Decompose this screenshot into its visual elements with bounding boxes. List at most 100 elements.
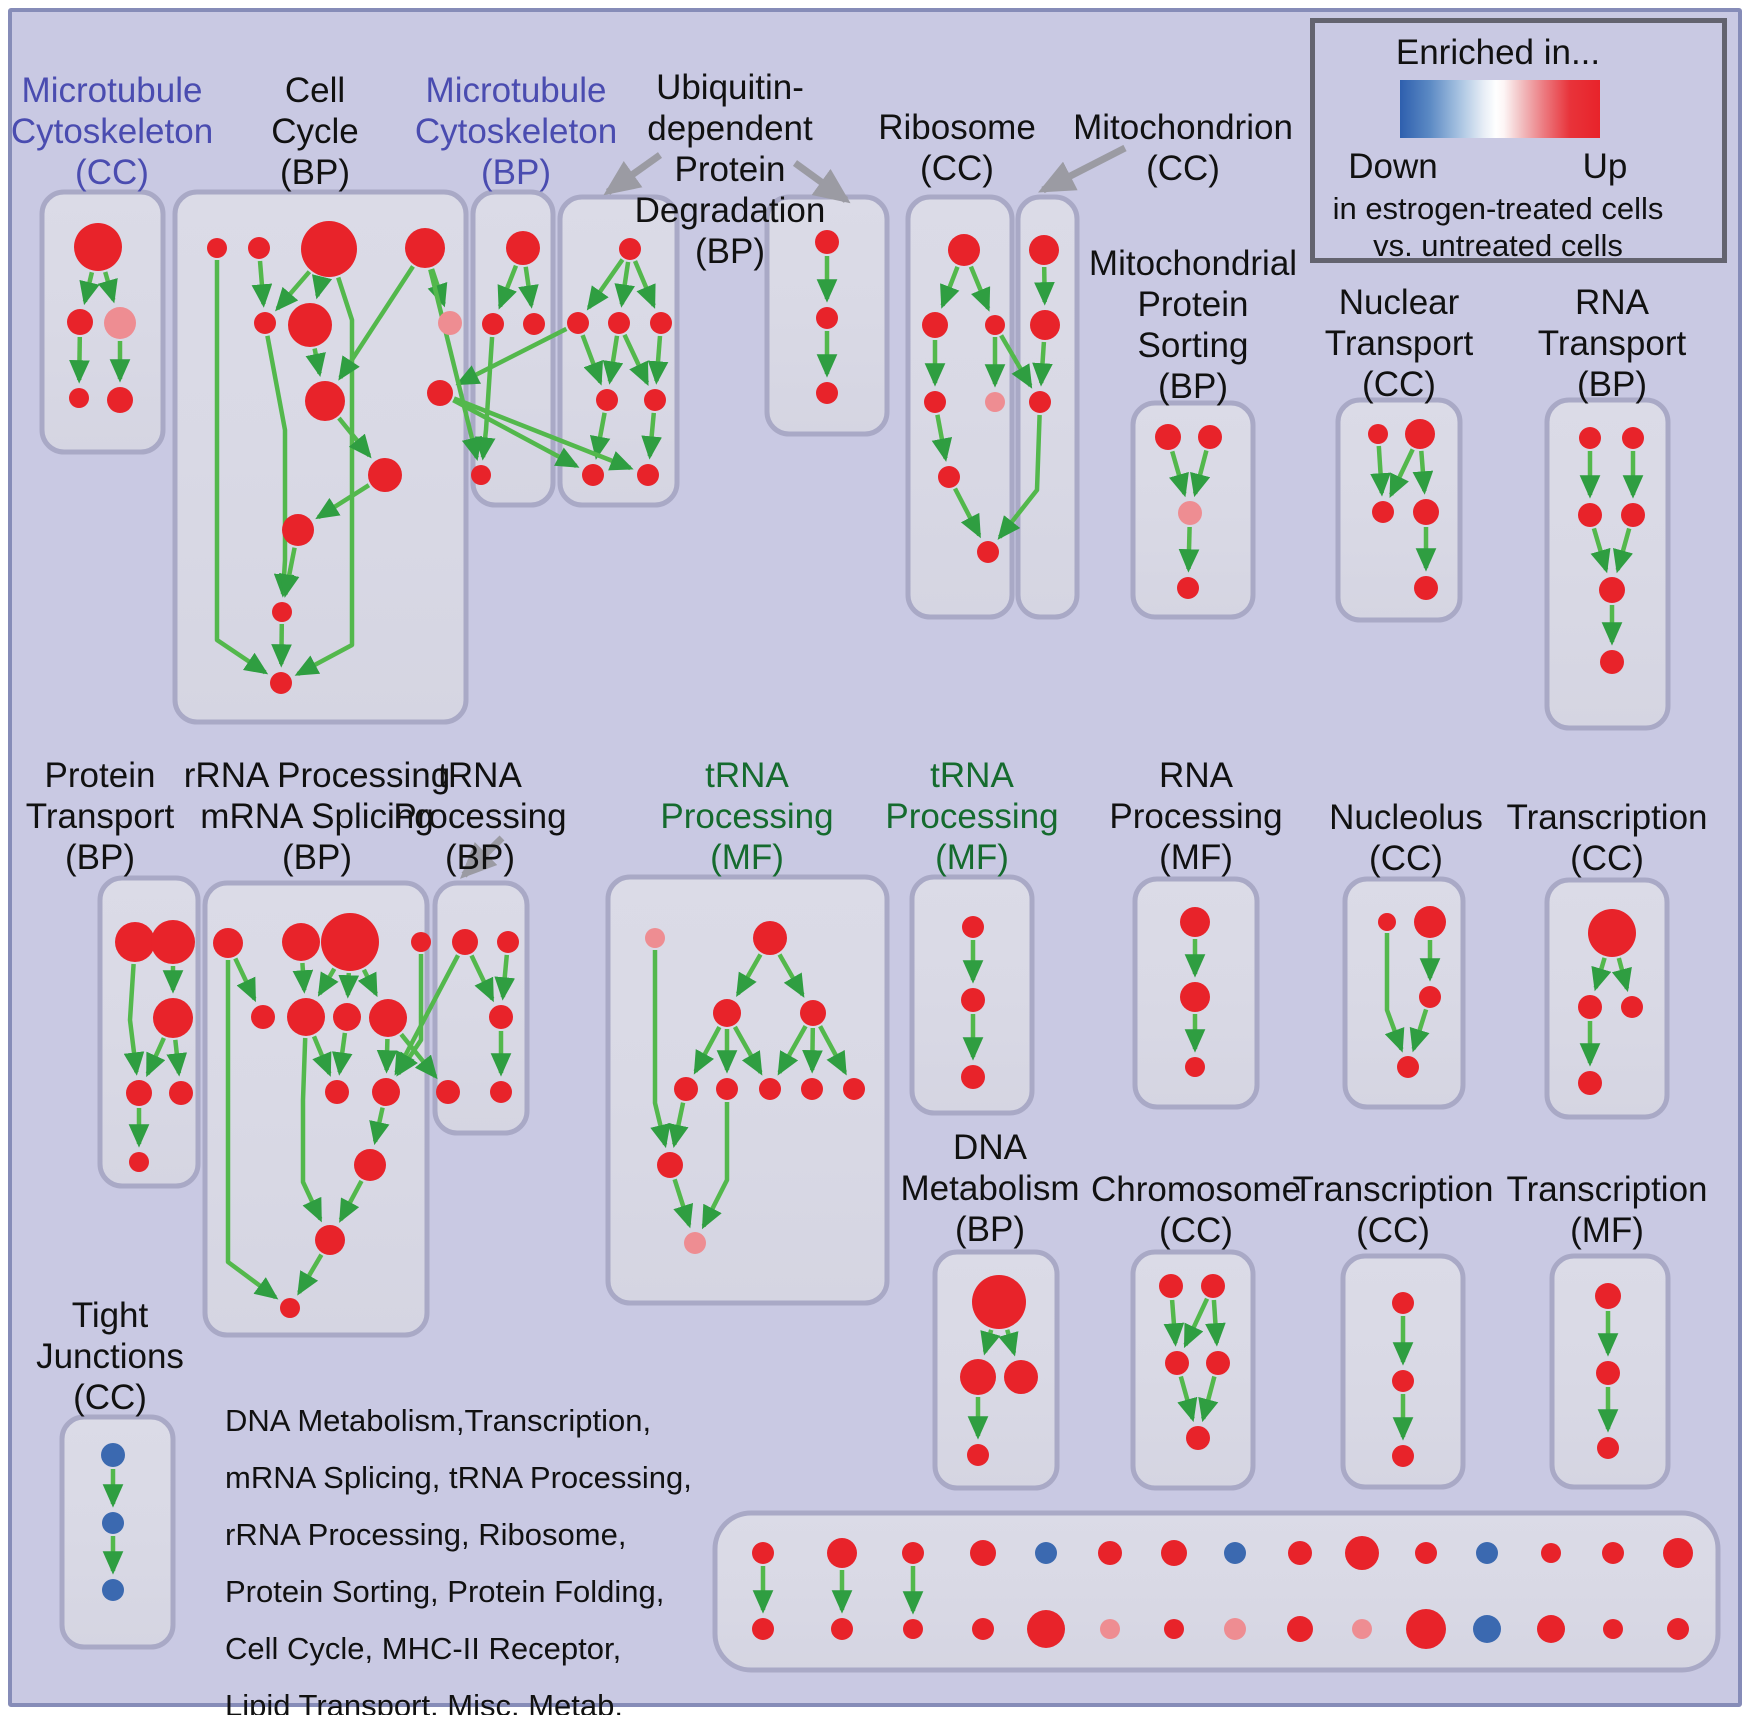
edge-arrow (998, 1329, 1019, 1357)
cluster-label-line: Cell (284, 71, 346, 110)
cluster-box-misc-clusters (712, 1510, 1721, 1673)
edge-arrow (1412, 450, 1434, 495)
go-term-node (1164, 1619, 1184, 1639)
go-term-node (1352, 1619, 1372, 1639)
go-term-node (254, 312, 276, 334)
merged-clusters-footnote: DNA Metabolism,Transcription, mRNA Splici… (225, 1392, 692, 1715)
go-term-node (977, 541, 999, 563)
go-term-node (427, 380, 453, 406)
go-term-node (305, 381, 345, 421)
cluster-label-transcription-cc-bottom: Transcription (CC) (1293, 1169, 1494, 1251)
cluster-label-microtubule-cytoskeleton-cc: Microtubule Cytoskeleton (CC) (11, 70, 213, 193)
edge-arrow (777, 953, 805, 998)
legend-title: Enriched in... (1395, 33, 1601, 72)
go-term-node (948, 234, 980, 266)
go-term-node (1029, 391, 1051, 413)
cluster-label-line: (CC) (1159, 1211, 1233, 1250)
cluster-label-line: RNA (1159, 756, 1233, 795)
go-term-node (1415, 1542, 1437, 1564)
cluster-label-line: Processing (1109, 797, 1283, 836)
cluster-label-line: Protein (44, 756, 156, 795)
edge-arrow (647, 335, 669, 385)
cluster-label-line: Processing (393, 797, 567, 836)
go-term-node (644, 389, 666, 411)
go-term-node (1621, 503, 1645, 527)
cluster-label-line: Metabolism (900, 1169, 1080, 1208)
cluster-label-cell-cycle-bp: Cell Cycle (BP) (271, 70, 359, 193)
go-term-node (1224, 1618, 1246, 1640)
edge-arrow (331, 1032, 353, 1076)
cluster-label-mitochondrion-cc: Mitochondrion (CC) (1073, 107, 1293, 189)
go-term-node (1392, 1370, 1414, 1392)
edge-arrow (997, 414, 1042, 540)
edge-arrow (469, 954, 495, 1003)
go-term-node (251, 1005, 275, 1029)
cluster-box-rna-transport-bp (1544, 397, 1671, 731)
cluster-label-line: tRNA (438, 756, 522, 795)
edge-arrow (1177, 1375, 1198, 1423)
edge-arrow (376, 1038, 398, 1074)
cluster-label-line: RNA (1575, 283, 1649, 322)
go-term-node (1406, 1609, 1446, 1649)
go-term-node (115, 922, 155, 962)
cluster-label-line: dependent (647, 109, 813, 148)
legend-subtitle-line2: vs. untreated cells (1373, 228, 1623, 263)
go-term-node (523, 313, 545, 335)
go-term-node (1588, 909, 1636, 957)
go-term-node (1378, 913, 1396, 931)
go-term-node (101, 1443, 125, 1467)
edge-arrow (1590, 527, 1611, 574)
edge-arrow (580, 334, 604, 386)
go-term-node (436, 1080, 460, 1104)
go-term-node (1579, 427, 1601, 449)
go-term-node (280, 1298, 300, 1318)
edge-arrow (1613, 527, 1633, 574)
footnote-line: rRNA Processing, Ribosome, (225, 1517, 627, 1552)
go-term-node (1663, 1538, 1693, 1568)
edge-arrow (338, 1179, 364, 1223)
edge-arrow (1409, 1008, 1430, 1053)
edge-arrow (1163, 1299, 1185, 1347)
cluster-label-line: (BP) (281, 838, 352, 877)
cluster-label-line: (CC) (73, 1378, 147, 1417)
go-term-node (368, 458, 402, 492)
edge-arrow (940, 265, 960, 309)
go-term-node (960, 1359, 996, 1395)
go-term-node (1596, 1361, 1620, 1385)
go-term-node (315, 1225, 345, 1255)
cluster-label-line: (BP) (444, 838, 515, 877)
go-term-node (288, 303, 332, 347)
edge-arrow (279, 547, 300, 598)
go-term-node (843, 1078, 865, 1100)
cluster-label-line: Degradation (634, 191, 826, 230)
go-term-node (967, 1444, 989, 1466)
go-term-node (248, 237, 270, 259)
edge-arrow (518, 266, 539, 309)
go-term-node (567, 312, 589, 334)
cluster-label-line: (BP) (280, 153, 350, 192)
cluster-label-chromosome-cc: Chromosome (CC) (1091, 1169, 1301, 1251)
edge-arrow (586, 258, 625, 311)
go-term-node (325, 1080, 349, 1104)
cluster-label-microtubule-cytoskeleton-bp: Microtubule Cytoskeleton (BP) (415, 70, 617, 193)
go-term-node (1029, 235, 1059, 265)
go-term-node (1603, 1619, 1623, 1639)
cluster-label-line: (BP) (64, 838, 135, 877)
cluster-label-line: Microtubule (425, 71, 607, 110)
edge-arrow (145, 1037, 166, 1078)
edge-arrow (69, 336, 90, 384)
go-term-node (321, 913, 379, 971)
go-term-node (1186, 1426, 1210, 1450)
cluster-label-line: Chromosome (1090, 1170, 1302, 1209)
cluster-label-line: tRNA (930, 756, 1014, 795)
go-term-node (815, 230, 839, 254)
go-term-node (1159, 1274, 1183, 1298)
edge-arrow (802, 1027, 823, 1074)
cluster-label-trna-processing-mf-small: tRNA Processing (MF) (885, 755, 1058, 878)
go-term-node (985, 392, 1005, 412)
cluster-label-line: Protein (1137, 285, 1249, 324)
edge-arrow (251, 260, 273, 308)
go-term-node (1155, 424, 1181, 450)
go-term-node (1030, 310, 1060, 340)
